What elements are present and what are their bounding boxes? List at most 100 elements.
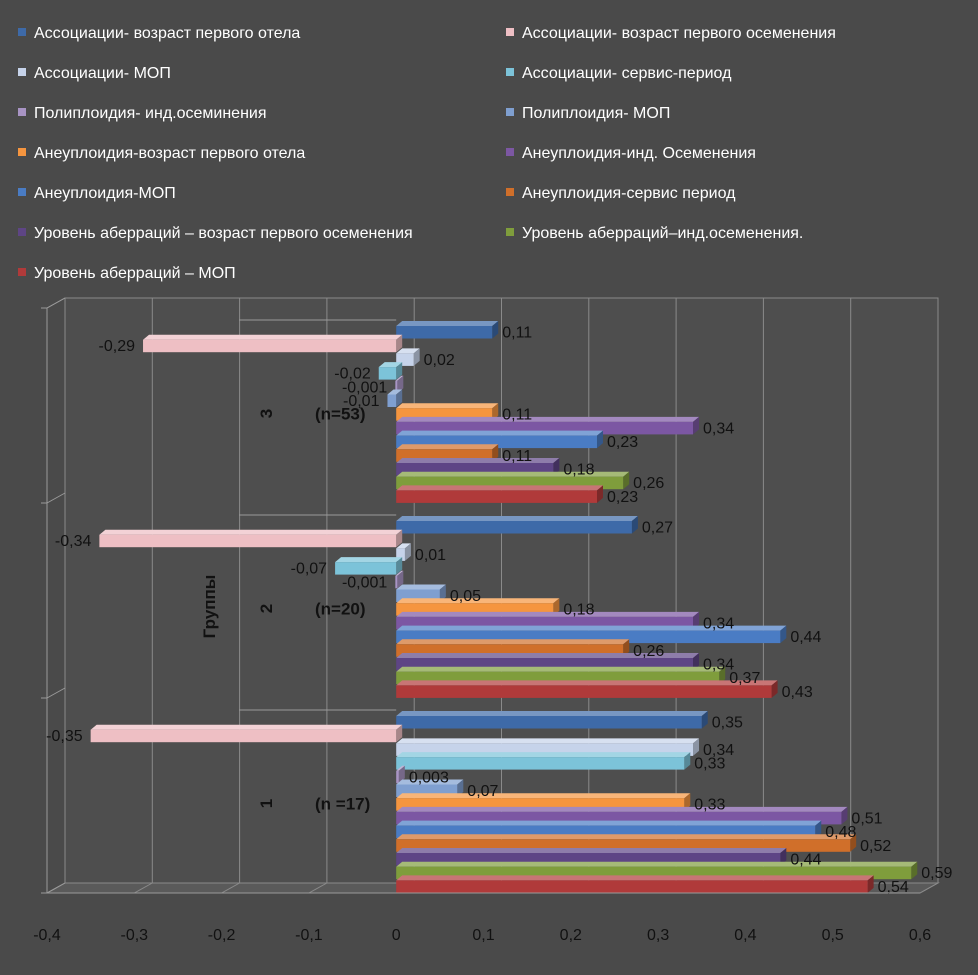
bar bbox=[396, 685, 772, 698]
bar-side-face bbox=[396, 529, 403, 548]
data-label: -0,35 bbox=[46, 728, 83, 745]
bar-side-face bbox=[684, 752, 691, 770]
data-label: 0,44 bbox=[790, 629, 821, 646]
data-labels: 0,35-0,350,340,330,0030,070,330,510,480,… bbox=[46, 325, 952, 896]
data-label: 0,01 bbox=[415, 547, 446, 564]
bar-top-face bbox=[99, 529, 403, 535]
data-label: 0,43 bbox=[782, 684, 813, 701]
bar-top-face bbox=[396, 765, 405, 771]
bar-top-face bbox=[396, 516, 638, 521]
legend-swatch bbox=[18, 28, 26, 36]
bar-top-face bbox=[396, 444, 499, 450]
bar-top-face bbox=[396, 834, 857, 840]
legend-label: Уровень аберраций – МОП bbox=[34, 265, 236, 282]
bar bbox=[396, 490, 597, 503]
legend-swatch bbox=[18, 68, 26, 76]
x-tick-label: 0,3 bbox=[647, 927, 669, 944]
bar-top-face bbox=[396, 625, 787, 631]
legend-swatch bbox=[506, 28, 514, 36]
x-tick-label: -0,4 bbox=[33, 927, 61, 944]
x-tick-label: 0,6 bbox=[909, 927, 931, 944]
legend-swatch bbox=[18, 228, 26, 236]
x-axis: -0,4 -0,3 -0,2 -0,1 0 0,1 0,2 0,3 0,4 0,5 0,6 bbox=[33, 892, 931, 944]
bar bbox=[396, 521, 632, 534]
data-label: 0,18 bbox=[563, 462, 594, 479]
bar-side-face bbox=[492, 403, 499, 421]
bar bbox=[395, 380, 398, 394]
bar-top-face bbox=[396, 471, 630, 477]
data-label: 0,54 bbox=[878, 879, 909, 896]
gridline-category bbox=[46, 882, 66, 894]
bar-top-face bbox=[143, 334, 403, 340]
bar-side-face bbox=[850, 834, 857, 852]
data-label: 0,11 bbox=[502, 448, 532, 465]
data-label: 0,26 bbox=[633, 643, 664, 660]
data-label: -0,07 bbox=[291, 561, 328, 578]
data-label: 0,52 bbox=[860, 838, 891, 855]
bar-top-face bbox=[396, 861, 918, 867]
bar bbox=[143, 339, 397, 353]
data-label: 0,02 bbox=[424, 352, 455, 369]
bar-top-face bbox=[396, 584, 446, 590]
bar-side-face bbox=[553, 598, 560, 616]
data-label: 0,51 bbox=[851, 810, 882, 827]
bar-side-face bbox=[841, 806, 848, 825]
data-label: 0,27 bbox=[642, 520, 673, 537]
data-label: -0,34 bbox=[55, 533, 92, 550]
bar bbox=[396, 880, 868, 893]
bar-side-face bbox=[457, 779, 464, 797]
legend-swatch bbox=[506, 108, 514, 116]
bar-top-face bbox=[395, 375, 404, 381]
bar-top-face bbox=[396, 875, 874, 881]
legend-label: Полиплоидия- МОП bbox=[522, 105, 670, 122]
data-label: 0,003 bbox=[409, 769, 449, 786]
x-tick-label: 0 bbox=[392, 927, 401, 944]
y-axis-title: Группы bbox=[200, 575, 219, 639]
legend-label: Анеуплоидия-сервис период bbox=[522, 185, 736, 202]
gridline-floor bbox=[134, 882, 153, 894]
data-label: 0,34 bbox=[703, 657, 734, 674]
data-label: 0,05 bbox=[450, 588, 481, 605]
bar-side-face bbox=[719, 666, 726, 685]
gridline-floor bbox=[221, 882, 240, 894]
bar-side-face bbox=[413, 348, 420, 366]
bar-side-face bbox=[492, 444, 499, 462]
bar-side-face bbox=[780, 848, 787, 866]
bar bbox=[396, 548, 405, 561]
bar-side-face bbox=[693, 611, 700, 630]
bar-top-face bbox=[396, 485, 603, 491]
bar-side-face bbox=[623, 639, 630, 657]
bar-side-face bbox=[701, 711, 708, 729]
x-tick-label: -0,1 bbox=[295, 927, 323, 944]
bar-side-face bbox=[631, 516, 638, 534]
data-label: 0,34 bbox=[703, 615, 734, 632]
legend-label: Уровень аберраций – возраст первого осем… bbox=[34, 225, 413, 242]
legend-label: Полиплоидия- инд.осеминения bbox=[34, 105, 267, 122]
data-label: 0,11 bbox=[502, 407, 532, 424]
bar-top-face bbox=[396, 680, 778, 686]
bar-top-face bbox=[396, 752, 691, 758]
legend-label: Уровень аберраций–инд.осеменения. bbox=[522, 225, 803, 242]
bar bbox=[395, 575, 398, 589]
bar-top-face bbox=[395, 570, 404, 576]
bar bbox=[387, 394, 397, 407]
legend-label: Ассоциации- МОП bbox=[34, 65, 171, 82]
category-note: (n =17) bbox=[315, 795, 370, 814]
bars bbox=[90, 321, 918, 893]
legend-label: Анеуплоидия-МОП bbox=[34, 185, 176, 202]
bar-top-face bbox=[387, 389, 403, 395]
bar-side-face bbox=[815, 820, 822, 839]
gridline-category bbox=[46, 687, 66, 699]
legend-swatch bbox=[506, 228, 514, 236]
legend: Ассоциации- возраст первого отела Ассоциа… bbox=[18, 25, 836, 282]
bar-top-face bbox=[396, 543, 411, 549]
bar bbox=[378, 367, 397, 380]
bar-side-face bbox=[596, 485, 603, 503]
bar-top-face bbox=[90, 724, 403, 730]
legend-swatch bbox=[18, 108, 26, 116]
legend-label: Ассоциации- сервис-период bbox=[522, 65, 732, 82]
gridline-category bbox=[46, 297, 66, 309]
data-label: 0,48 bbox=[825, 824, 856, 841]
data-label: -0,001 bbox=[342, 574, 387, 591]
